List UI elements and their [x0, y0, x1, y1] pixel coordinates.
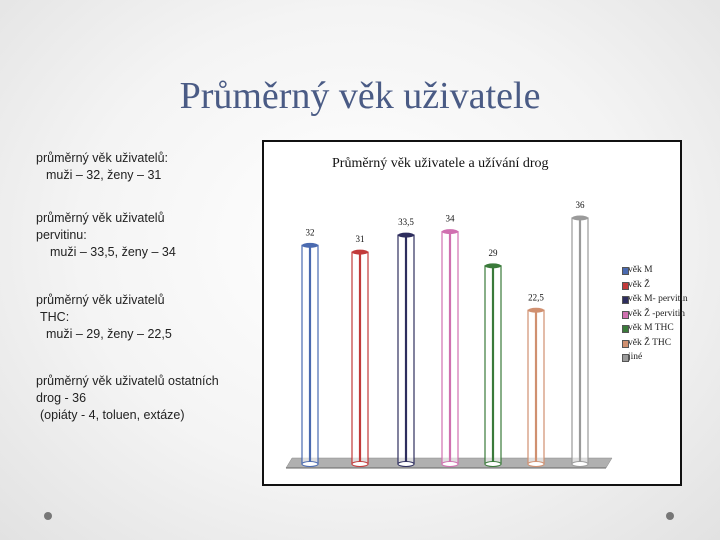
legend-swatch-4 [622, 310, 629, 319]
bar-base-series-5 [484, 461, 502, 467]
legend-item-1: věk M [622, 263, 682, 278]
bullet-3-line-1: průměrný věk uživatelů [36, 293, 165, 307]
nav-dot-left-icon [44, 512, 52, 520]
bar-base-series-7 [571, 461, 589, 467]
data-label-series-2: 31 [356, 234, 365, 244]
data-label-series-3: 33,5 [398, 217, 414, 227]
legend-swatch-6 [622, 339, 629, 348]
legend-label-3: věk M- pervitin [628, 294, 688, 304]
bar-cap-series-3 [398, 232, 414, 238]
bullet-4-line-2: drog - 36 [36, 391, 87, 405]
legend-item-3: věk M- pervitin [622, 292, 688, 307]
legend-label-2: věk Ž [628, 279, 650, 290]
data-label-series-5: 29 [489, 248, 499, 258]
legend-swatch-5 [622, 325, 629, 333]
legend-swatch-2 [622, 281, 629, 290]
chart-legend: věk M věk Ž věk M- pervitin věk Ž -pervitin… [622, 263, 688, 365]
bar-cap-series-7 [572, 215, 588, 221]
bar-cap-series-1 [302, 242, 318, 248]
bullet-1-line-2: muži – 32, ženy – 31 [46, 168, 162, 182]
legend-swatch-3 [622, 296, 629, 304]
bullet-4-line-1: průměrný věk uživatelů ostatních [36, 374, 219, 388]
data-label-series-1: 32 [306, 227, 315, 237]
bullet-2-line-2: pervitinu: [36, 228, 87, 242]
bullet-2-line-1: průměrný věk uživatelů [36, 211, 165, 225]
legend-item-7: jiné [622, 350, 682, 365]
data-label-series-7: 36 [576, 200, 586, 210]
legend-label-6: věk Ž THC [628, 337, 672, 348]
slide-title: Průměrný věk uživatele [179, 75, 541, 117]
bullet-list: průměrný věk uživatelů: muži – 32, ženy … [36, 150, 256, 424]
bar-base-series-4 [441, 461, 459, 467]
bullet-4-line-3: (opiáty - 4, toluen, extáze) [40, 408, 185, 422]
chart-plot: 32 31 33,5 34 29 22,5 36 [285, 200, 613, 469]
legend-label-7: jiné [628, 352, 643, 362]
bullet-2-line-3: muži – 33,5, ženy – 34 [50, 245, 176, 259]
legend-label-4: věk Ž -pervitin [628, 308, 685, 319]
legend-item-4: věk Ž -pervitin [622, 307, 685, 322]
bullet-1-line-1: průměrný věk uživatelů: [36, 151, 169, 165]
chart-frame: Průměrný věk uživatele a užívání drog 32… [262, 140, 688, 486]
legend-label-1: věk M [628, 265, 653, 275]
bar-base-series-2 [351, 461, 369, 467]
legend-label-5: věk M THC [628, 323, 674, 333]
bullet-3-line-3: muži – 29, ženy – 22,5 [46, 327, 172, 341]
legend-item-2: věk Ž [622, 278, 682, 293]
bar-cap-series-5 [485, 263, 501, 269]
bar-base-series-3 [397, 461, 415, 467]
legend-item-6: věk Ž THC [622, 336, 682, 351]
legend-item-5: věk M THC [622, 321, 682, 336]
bar-cap-series-2 [352, 249, 368, 255]
chart-title: Průměrný věk uživatele a užívání drog [332, 156, 549, 171]
legend-swatch-7 [622, 354, 629, 362]
data-label-series-6: 22,5 [528, 292, 544, 302]
bar-cap-series-6 [528, 307, 544, 313]
bullet-3-line-2: THC: [40, 310, 70, 324]
nav-dot-right-icon [666, 512, 674, 520]
legend-swatch-1 [622, 267, 629, 275]
bar-base-series-6 [527, 461, 545, 467]
data-label-series-4: 34 [446, 214, 456, 224]
bar-base-series-1 [301, 461, 319, 467]
bar-cap-series-4 [442, 229, 458, 235]
